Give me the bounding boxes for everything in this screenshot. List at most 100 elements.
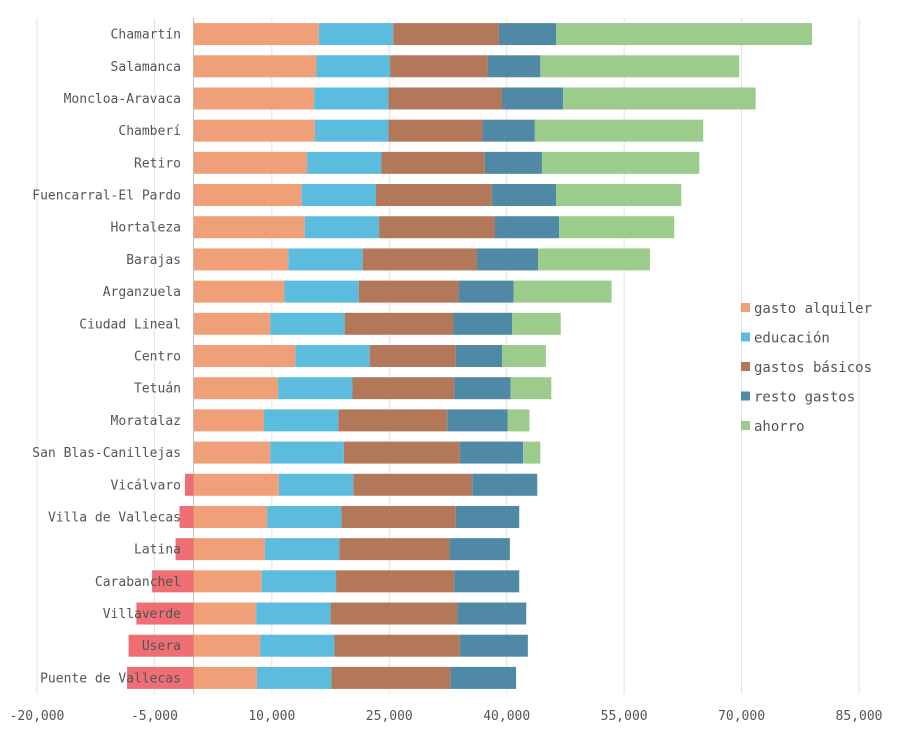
bars: [127, 23, 813, 689]
bar-gasto-alquiler-5: [193, 184, 302, 207]
bar-educación-19: [260, 634, 335, 657]
bar-gasto-alquiler-0: [193, 23, 319, 46]
category-labels: Chamartín Salamanca Moncloa-Aravaca Chamber…: [32, 28, 181, 687]
bar-gastos-básicos-16: [339, 538, 450, 561]
bar-resto-gastos-11: [454, 377, 511, 400]
x-tick-label-3: 25,000: [366, 709, 413, 724]
bar-gastos-básicos-20: [331, 666, 451, 689]
bar-gasto-alquiler-20: [193, 666, 257, 689]
bar-resto-gastos-5: [491, 184, 557, 207]
category-label-0: Chamartín: [111, 28, 181, 43]
bar-ahorro-8: [513, 280, 612, 303]
bar-ahorro-20: [127, 666, 194, 689]
x-tick-label-7: 85,000: [836, 709, 883, 724]
x-axis-ticks: -20,000 -5,000 10,000 25,000 40,000 55,000 70,…: [10, 709, 883, 724]
category-label-7: Barajas: [126, 253, 181, 268]
bar-resto-gastos-1: [487, 55, 541, 78]
bar-educación-11: [278, 377, 353, 400]
bar-gasto-alquiler-17: [193, 570, 262, 593]
bar-gastos-básicos-9: [344, 312, 454, 335]
bar-gasto-alquiler-7: [193, 248, 289, 271]
bar-gasto-alquiler-10: [193, 345, 296, 367]
bar-gasto-alquiler-13: [193, 441, 271, 464]
bar-ahorro-3: [534, 119, 704, 142]
bar-gasto-alquiler-18: [193, 602, 257, 625]
bar-gasto-alquiler-6: [193, 216, 305, 239]
bar-ahorro-5: [556, 184, 682, 207]
bar-gastos-básicos-14: [353, 473, 473, 496]
bar-gastos-básicos-6: [379, 216, 495, 239]
bar-gastos-básicos-11: [352, 377, 455, 400]
legend: gasto alquiler educación gastos básicos res…: [741, 301, 872, 435]
category-label-19: Usera: [142, 639, 181, 654]
bar-resto-gastos-19: [459, 634, 528, 657]
bar-gastos-básicos-4: [381, 151, 485, 174]
bar-ahorro-4: [541, 151, 700, 174]
bar-gastos-básicos-15: [341, 505, 456, 528]
category-label-2: Moncloa-Aravaca: [64, 92, 181, 107]
category-label-13: San Blas-Canillejas: [32, 446, 181, 461]
bar-gasto-alquiler-8: [193, 280, 285, 303]
bar-educación-8: [284, 280, 359, 303]
bar-gasto-alquiler-1: [193, 55, 317, 78]
bar-gasto-alquiler-12: [193, 409, 265, 432]
bar-resto-gastos-14: [472, 473, 538, 496]
bar-resto-gastos-12: [447, 409, 508, 432]
bar-ahorro-14: [184, 473, 194, 496]
legend-swatch-gasto-alquiler: [741, 303, 750, 312]
bar-ahorro-2: [563, 87, 756, 110]
bar-educación-16: [264, 538, 340, 561]
bar-educación-4: [307, 151, 382, 174]
legend-swatch-gastos-básicos: [741, 362, 750, 371]
category-label-1: Salamanca: [111, 60, 181, 75]
category-label-11: Tetuán: [134, 382, 181, 397]
bar-gastos-básicos-0: [393, 23, 499, 46]
bar-resto-gastos-2: [502, 87, 564, 110]
category-label-10: Centro: [134, 350, 181, 365]
bar-gastos-básicos-18: [330, 602, 458, 625]
bar-gasto-alquiler-16: [193, 538, 265, 561]
bar-ahorro-13: [523, 441, 541, 464]
legend-swatch-educación: [741, 332, 750, 342]
bar-ahorro-1: [540, 55, 740, 78]
bar-educación-18: [256, 602, 331, 625]
bar-ahorro-16: [175, 538, 194, 561]
bar-educación-10: [295, 345, 370, 367]
bar-gasto-alquiler-4: [193, 151, 308, 174]
bar-educación-17: [261, 570, 337, 593]
x-tick-label-2: 10,000: [248, 709, 295, 724]
bar-gasto-alquiler-11: [193, 377, 279, 400]
bar-resto-gastos-4: [484, 151, 542, 174]
bar-resto-gastos-0: [498, 23, 557, 46]
legend-label-educación: educación: [754, 331, 830, 347]
x-tick-label-0: -20,000: [10, 709, 65, 724]
x-tick-label-1: -5,000: [131, 709, 178, 724]
category-label-15: Villa de Vallecas: [48, 510, 181, 525]
legend-label-resto-gastos: resto gastos: [754, 390, 855, 406]
bar-gasto-alquiler-2: [193, 87, 315, 110]
bar-resto-gastos-15: [455, 505, 520, 528]
bar-ahorro-12: [507, 409, 530, 432]
bar-ahorro-15: [179, 505, 194, 528]
bar-gastos-básicos-5: [375, 184, 492, 207]
bar-gastos-básicos-17: [336, 570, 455, 593]
bar-educación-5: [301, 184, 376, 207]
bar-gastos-básicos-2: [388, 87, 503, 110]
bar-educación-12: [264, 409, 339, 432]
bar-gasto-alquiler-3: [193, 119, 315, 142]
bar-resto-gastos-7: [476, 248, 539, 271]
bar-ahorro-18: [136, 602, 194, 625]
bar-educación-0: [318, 23, 394, 46]
bar-gastos-básicos-19: [334, 634, 460, 657]
x-tick-label-5: 55,000: [601, 709, 648, 724]
category-label-6: Hortaleza: [111, 221, 181, 236]
bar-ahorro-11: [510, 377, 552, 400]
bar-resto-gastos-9: [453, 312, 513, 335]
bar-educación-14: [278, 473, 354, 496]
bar-resto-gastos-3: [482, 119, 535, 142]
x-tick-label-6: 70,000: [718, 709, 765, 724]
category-label-16: Latina: [134, 543, 181, 558]
bar-educación-2: [314, 87, 389, 110]
